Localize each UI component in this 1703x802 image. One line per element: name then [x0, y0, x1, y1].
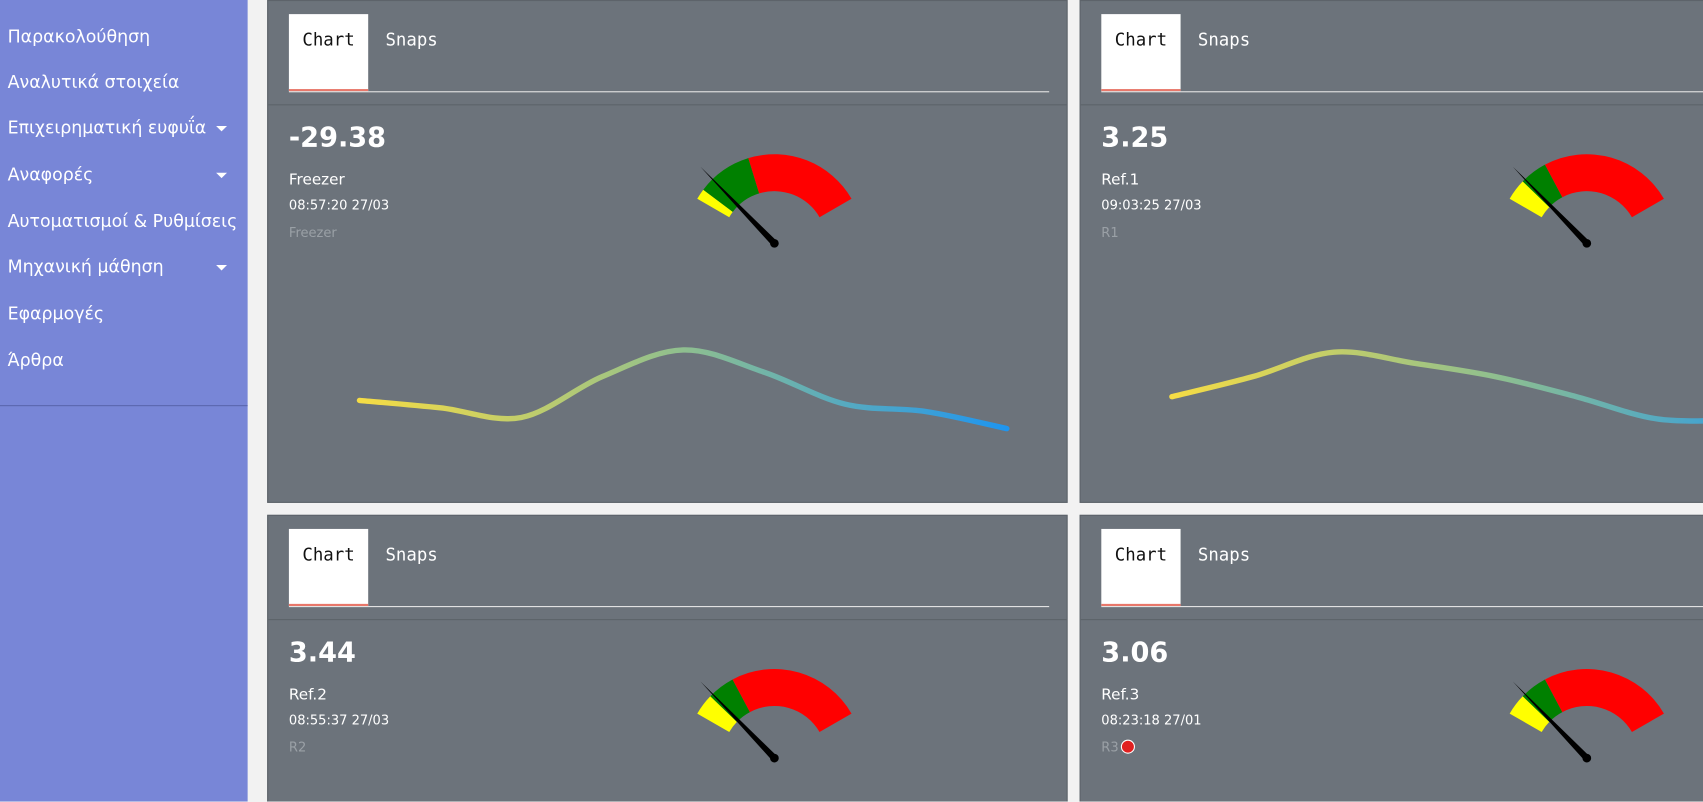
sensor-value: 3.06: [1101, 636, 1169, 668]
tab[interactable]: Snaps: [1197, 29, 1251, 50]
sensor-name: Ref.1: [1101, 171, 1140, 189]
needle-pivot: [1582, 238, 1592, 248]
gauge-band: [1544, 669, 1664, 733]
card-separator: [1080, 619, 1703, 621]
gauge-band: [748, 154, 852, 218]
sensor-card: Chart Snaps -29.38 Freezer 08:57:20 27/03 Fre…: [267, 0, 1068, 503]
sensor-card: Chart Snaps 3.06 Ref.3 08:23:18 27/01 R3: [1079, 514, 1703, 802]
sensor-label: R1: [1101, 225, 1118, 240]
gauge-band: [697, 696, 737, 733]
card-graphics: 27/03/2024-29.40-29.00-28.60-28.2006:260…: [356, 154, 1010, 432]
tab[interactable]: Chart: [288, 14, 369, 92]
tab[interactable]: Snaps: [385, 29, 438, 50]
tab[interactable]: Snaps: [385, 544, 438, 565]
sensor-id: Freezer: [288, 224, 337, 241]
tab[interactable]: Snaps: [1197, 544, 1251, 565]
gauge-needle: [700, 681, 777, 761]
sensor-timestamp: 08:57:20 27/03: [288, 197, 390, 213]
gauge-band: [697, 189, 733, 218]
gauge-band: [703, 158, 760, 212]
card-separator: [1080, 104, 1703, 106]
sensor-timestamp: 08:23:18 27/01: [1101, 712, 1202, 728]
sensor-value: 3.44: [288, 636, 356, 668]
menu-item[interactable]: Παρακολούθηση: [7, 26, 151, 47]
gauge-band: [1522, 164, 1563, 208]
data-line: [1169, 349, 1703, 424]
gauge-needle: [700, 166, 777, 246]
submenu-caret[interactable]: [216, 265, 227, 271]
menu-item[interactable]: Αναλυτικά στοιχεία: [7, 71, 180, 93]
needle-pivot: [1582, 753, 1592, 763]
tab[interactable]: Chart: [288, 528, 369, 607]
tab[interactable]: Chart: [1101, 14, 1181, 92]
menu-item[interactable]: Άρθρα: [7, 349, 64, 371]
card-separator: [268, 619, 1067, 621]
sensor-name: Freezer: [288, 171, 345, 189]
card-graphics: [697, 669, 852, 763]
sensor-label: Freezer: [289, 225, 337, 240]
gauge-needle: [1512, 166, 1590, 246]
gauge-band: [1509, 696, 1550, 733]
gauge-band: [1544, 154, 1664, 218]
gauge-band: [710, 679, 750, 722]
menu-item[interactable]: Αυτοματισμοί & Ρυθμίσεις: [7, 210, 238, 232]
sensor-label: R2: [289, 740, 306, 755]
gauge-band: [732, 669, 852, 733]
sensor-label: R3: [1101, 739, 1135, 755]
menu-item[interactable]: Αναφορές: [7, 164, 94, 185]
needle-pivot: [770, 753, 779, 763]
sensor-name: Ref.2: [288, 686, 327, 704]
sensor-id: R3: [1101, 739, 1119, 755]
card-graphics: [1509, 669, 1664, 763]
sensor-card: Chart Snaps 3.25 Ref.1 09:03:25 27/03 R1 27/03…: [1079, 0, 1703, 503]
menu-item[interactable]: Μηχανική μάθηση: [7, 256, 164, 277]
menu-item[interactable]: Επιχειρηματική ευφυΐα: [7, 117, 207, 138]
sensor-timestamp: 09:03:25 27/03: [1101, 197, 1202, 213]
sensor-name: Ref.3: [1101, 686, 1140, 704]
tab-underline: [1101, 91, 1703, 93]
sidebar: Παρακολούθηση Αναλυτικά στοιχεία Επιχειρημ…: [0, 0, 248, 802]
sensor-value: 3.25: [1101, 121, 1169, 154]
sensor-id: R2: [288, 739, 307, 755]
needle-pivot: [770, 238, 779, 248]
gauge-band: [1509, 181, 1550, 218]
tab-underline: [288, 91, 1050, 93]
tab-underline: [288, 606, 1050, 608]
sidebar-separator: [0, 405, 248, 407]
sensor-value: -29.38: [288, 121, 387, 154]
data-line: [356, 347, 1010, 432]
gauge-band: [1522, 679, 1563, 722]
tab-underline: [1101, 606, 1703, 608]
tab[interactable]: Chart: [1101, 528, 1181, 607]
card-graphics: 27/03/20243.004.005.006.007.0006:1206:22…: [1169, 154, 1703, 424]
gauge-needle: [1512, 681, 1590, 761]
sensor-id: R1: [1101, 224, 1119, 241]
alert-dot: [1120, 739, 1135, 754]
menu-item[interactable]: Εφαρμογές: [7, 303, 105, 324]
sensor-timestamp: 08:55:37 27/03: [288, 712, 390, 728]
submenu-caret[interactable]: [216, 172, 227, 179]
submenu-caret[interactable]: [216, 125, 227, 132]
sensor-card: Chart Snaps 3.44 Ref.2 08:55:37 27/03 R2: [267, 514, 1068, 802]
card-separator: [268, 104, 1067, 106]
